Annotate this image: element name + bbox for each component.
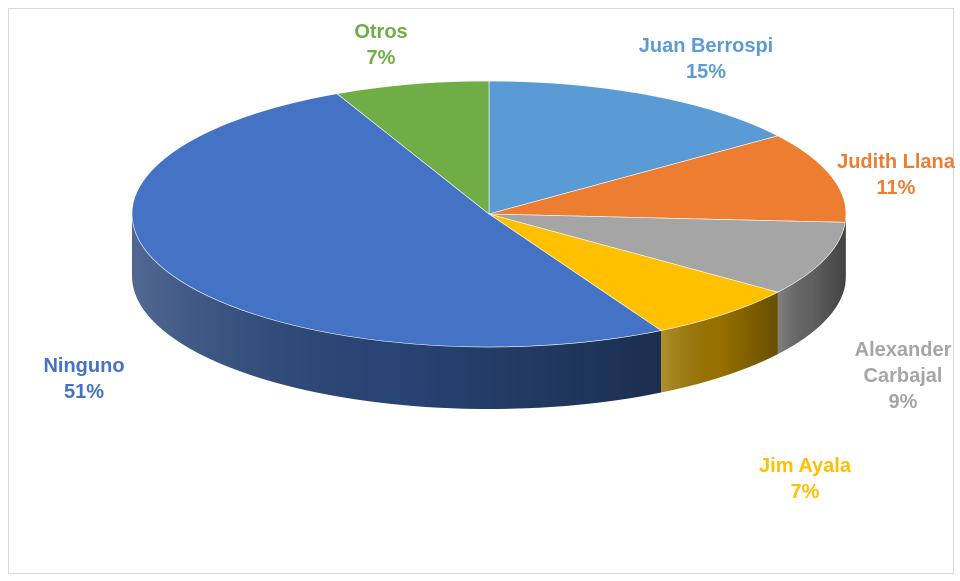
pie-slice-judith-llana (488, 135, 847, 223)
data-label-value: 15% (686, 61, 726, 83)
pie-slice-otros (336, 80, 490, 215)
pie-sides (132, 214, 846, 410)
data-label-alexander-carbajal: Alexander Carbajal 9% (855, 339, 952, 413)
data-label-value: 51% (64, 381, 104, 403)
data-label-name: Juan Berrospi (639, 35, 773, 57)
data-label-name: Carbajal (864, 365, 943, 387)
data-label-name: Alexander (855, 339, 952, 361)
pie-slice-ninguno (131, 93, 662, 348)
data-label-jim-ayala: Jim Ayala 7% (759, 455, 852, 503)
data-label-name: Jim Ayala (759, 455, 852, 477)
pie-slice-alexander-carbajal (488, 213, 846, 293)
pie-labels: Juan Berrospi 15% Judith Llana 11% Alexander… (43, 21, 955, 503)
data-label-otros: Otros 7% (354, 21, 407, 69)
pie-side-shading (132, 214, 661, 410)
data-label-ninguno: Ninguno 51% (43, 355, 124, 403)
pie-tops (131, 80, 847, 348)
pie-side-shading (660, 292, 778, 393)
data-label-name: Judith Llana (837, 151, 956, 173)
pie-slice-juan-berrospi (488, 80, 779, 215)
data-label-name: Ninguno (43, 355, 124, 377)
data-label-value: 11% (877, 177, 916, 199)
data-label-judith-llana: Judith Llana 11% (837, 151, 956, 199)
data-label-name: Otros (354, 21, 407, 43)
data-label-value: 7% (791, 481, 820, 503)
data-label-juan-berrospi: Juan Berrospi 15% (639, 35, 773, 83)
data-label-value: 9% (889, 391, 918, 413)
pie-side-shading (845, 214, 846, 285)
pie-slice-jim-ayala (488, 213, 779, 331)
data-label-value: 7% (367, 47, 396, 69)
